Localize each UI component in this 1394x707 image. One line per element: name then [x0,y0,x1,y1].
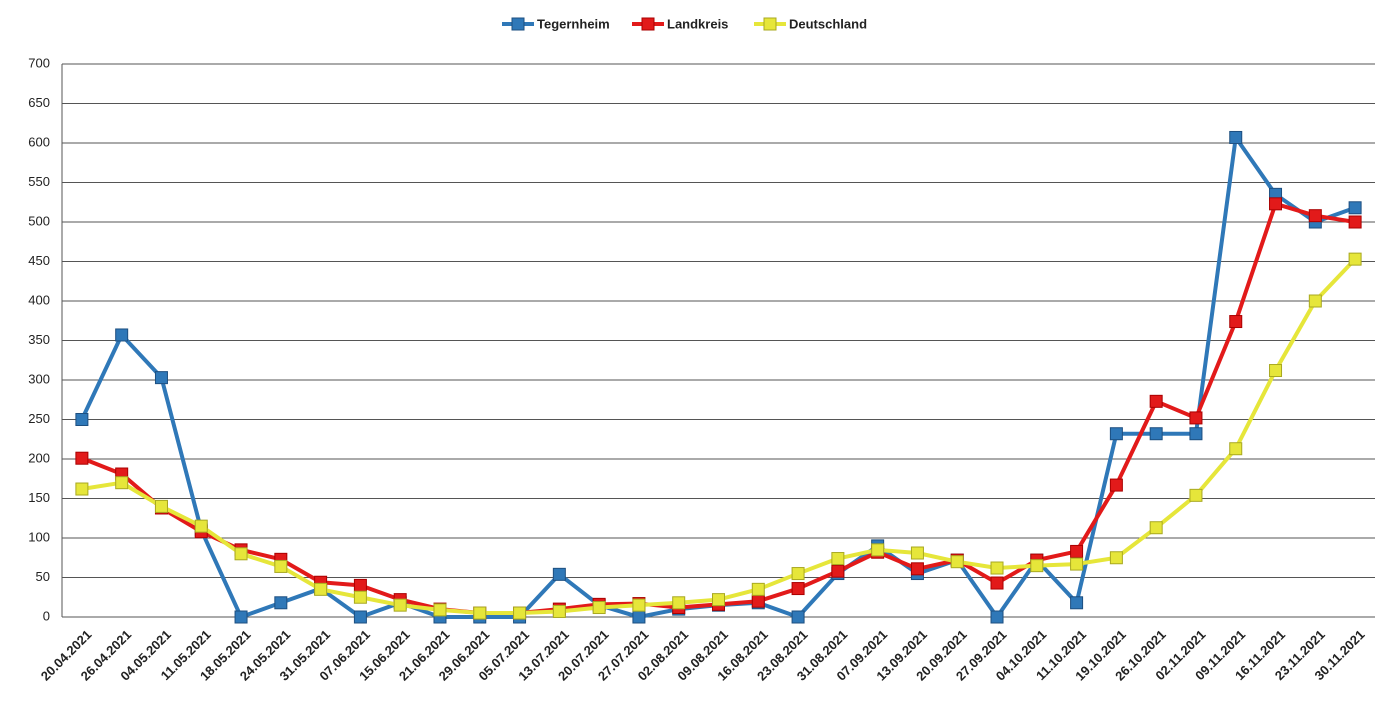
marker [274,596,288,610]
marker [1070,557,1084,571]
marker [1030,559,1044,573]
marker [115,476,129,490]
marker [552,604,566,618]
marker [75,482,89,496]
marker [632,598,646,612]
marker [791,567,805,581]
y-tick-label: 500 [28,213,50,228]
marker [1149,427,1163,441]
y-tick-label: 150 [28,490,50,505]
marker [552,567,566,581]
marker [154,499,168,513]
marker [751,582,765,596]
marker [1109,478,1123,492]
y-tick-label: 650 [28,95,50,110]
marker [1189,427,1203,441]
marker [1348,215,1362,229]
marker [990,561,1004,575]
marker [115,328,129,342]
marker [910,546,924,560]
series-line [81,257,1357,616]
legend-marker [763,17,777,31]
y-tick-label: 450 [28,253,50,268]
marker [1308,294,1322,308]
marker [154,371,168,385]
y-tick-label: 50 [36,569,50,584]
marker [1189,488,1203,502]
series-line [80,135,1356,619]
marker [75,413,89,426]
marker [1229,130,1243,144]
marker [831,564,845,578]
y-tick-label: 100 [28,529,50,544]
marker [791,610,805,624]
marker [1229,442,1243,456]
series-line [81,201,1356,616]
legend-label: Deutschland [789,16,867,31]
y-tick-label: 0 [43,608,50,623]
legend-item: Landkreis [632,16,728,31]
marker [314,582,328,596]
y-tick-label: 350 [28,332,50,347]
marker [1229,315,1243,329]
y-tick-label: 250 [28,411,50,426]
marker [871,543,885,557]
marker [234,547,248,561]
marker [1149,521,1163,535]
marker [1269,364,1283,378]
marker [513,606,527,620]
legend-item: Tegernheim [502,16,610,31]
marker [990,576,1004,590]
legend-label: Landkreis [667,16,728,31]
marker [592,601,606,615]
y-tick-label: 700 [28,55,50,70]
marker [1070,544,1084,558]
marker [672,596,686,610]
marker [1109,551,1123,565]
marker [433,603,447,617]
marker [1109,427,1123,441]
legend-marker [641,17,655,31]
legend-marker [511,17,525,31]
marker [75,451,89,465]
marker [1149,394,1163,408]
marker [353,590,367,604]
legend-label: Tegernheim [537,16,610,31]
marker [712,593,725,607]
marker [353,610,367,624]
marker [791,582,805,596]
marker [393,598,407,612]
marker [194,519,208,533]
marker [353,578,367,592]
y-tick-label: 200 [28,450,50,465]
marker [1070,596,1084,610]
marker [274,559,288,573]
y-tick-label: 550 [28,174,50,189]
marker [950,555,964,569]
marker [1348,201,1362,215]
marker [751,594,765,608]
marker [234,610,248,624]
marker [831,552,845,566]
marker [1308,209,1322,223]
marker [1348,252,1362,266]
marker [473,606,487,620]
marker [1269,197,1283,211]
marker [632,610,646,624]
y-tick-label: 400 [28,292,50,307]
y-tick-label: 600 [28,134,50,149]
marker [910,562,924,576]
y-tick-label: 300 [28,371,50,386]
marker [990,610,1004,624]
legend-item: Deutschland [754,16,867,31]
marker [1189,411,1203,425]
